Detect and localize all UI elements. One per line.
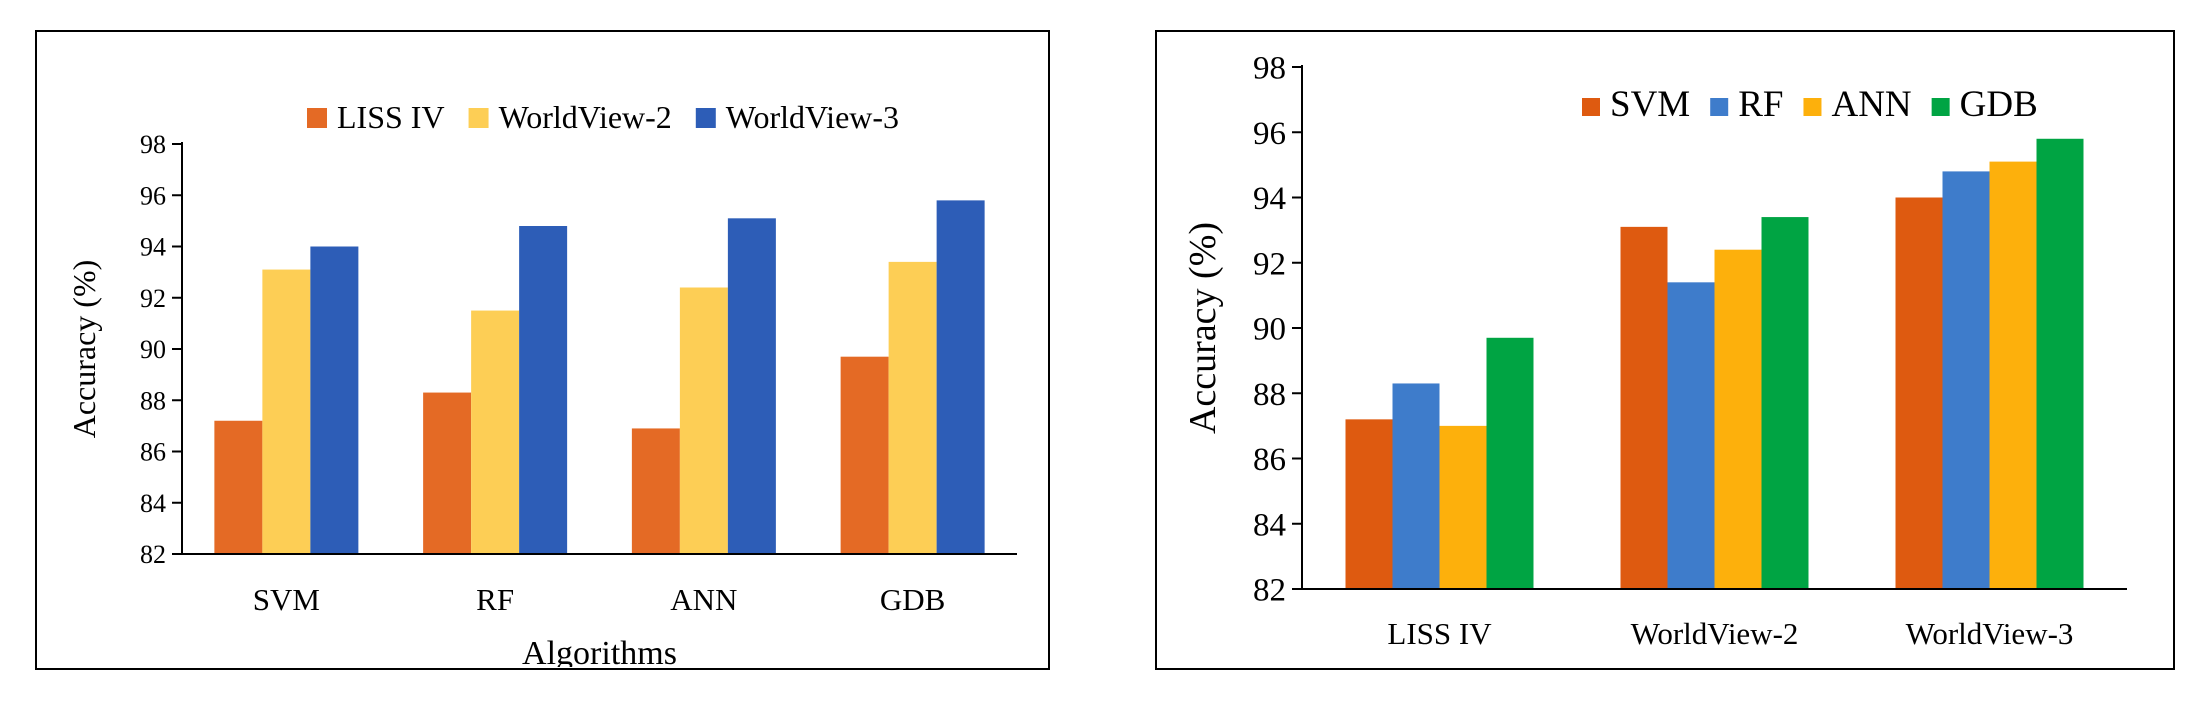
y-tick-label: 92 bbox=[140, 284, 166, 313]
y-tick-label: 94 bbox=[140, 233, 166, 262]
bar-svm-worldview-2 bbox=[1620, 226, 1668, 590]
bar-worldview-2-svm bbox=[262, 269, 311, 554]
x-tick-label: ANN bbox=[670, 582, 737, 617]
legend-label-svm: SVM bbox=[1610, 84, 1690, 125]
bar-ann-worldview-3 bbox=[1989, 161, 2037, 590]
bar-liss-iv-gdb bbox=[840, 356, 889, 554]
x-axis-title: Algorithms bbox=[522, 635, 677, 667]
legend-swatch-gdb bbox=[1931, 98, 1950, 116]
legend: LISS IV WorldView-2 WorldView-3 bbox=[307, 99, 899, 135]
x-tick-label: WorldView-3 bbox=[1906, 616, 2074, 651]
bar-gdb-liss-iv bbox=[1486, 337, 1534, 589]
bar-gdb-worldview-2 bbox=[1761, 217, 1809, 589]
bar-worldview-2-ann bbox=[679, 287, 728, 554]
legend-label-ann: ANN bbox=[1831, 84, 1911, 125]
y-tick-label: 98 bbox=[140, 130, 166, 159]
y-axis-title: Accuracy (%) bbox=[66, 260, 102, 439]
bar-worldview-2-gdb bbox=[888, 261, 937, 554]
legend-label-worldview-2: WorldView-2 bbox=[499, 99, 672, 135]
bar-liss-iv-ann bbox=[631, 428, 680, 554]
y-tick-label: 96 bbox=[140, 181, 166, 210]
chart-panel-left: 82 84 86 88 90 92 94 96 98 SVM RF ANN GDB Accuracy (%… bbox=[35, 30, 1050, 670]
y-tick-label: 82 bbox=[140, 540, 166, 569]
legend: SVM RF ANN GDB bbox=[1582, 84, 2038, 125]
bar-svm-liss-iv bbox=[1345, 419, 1393, 589]
bar-rf-liss-iv bbox=[1392, 383, 1440, 589]
legend-label-liss-iv: LISS IV bbox=[337, 99, 445, 135]
bar-worldview-3-gdb bbox=[936, 200, 985, 554]
x-tick-label: LISS IV bbox=[1387, 616, 1492, 651]
bar-worldview-3-rf bbox=[519, 226, 568, 554]
y-tick-label: 88 bbox=[1253, 377, 1286, 413]
legend-swatch-ann bbox=[1803, 98, 1822, 116]
x-tick-label: SVM bbox=[253, 582, 320, 617]
y-tick-label: 98 bbox=[1253, 51, 1286, 87]
y-tick-label: 84 bbox=[1253, 507, 1286, 543]
bar-liss-iv-svm bbox=[214, 420, 263, 554]
x-tick-label: WorldView-2 bbox=[1631, 616, 1799, 651]
y-tick-label: 86 bbox=[1253, 442, 1286, 478]
y-axis-title: Accuracy (%) bbox=[1182, 222, 1224, 434]
y-tick-label: 92 bbox=[1253, 246, 1286, 282]
legend-label-rf: RF bbox=[1738, 84, 1783, 125]
bar-worldview-3-ann bbox=[727, 218, 776, 554]
y-tick-label: 94 bbox=[1253, 181, 1286, 217]
bar-ann-liss-iv bbox=[1439, 425, 1487, 589]
x-tick-label: RF bbox=[476, 582, 514, 617]
legend-label-gdb: GDB bbox=[1960, 84, 2038, 125]
y-tick-label: 84 bbox=[140, 489, 166, 518]
legend-swatch-liss-iv bbox=[307, 108, 327, 128]
y-tick-label: 86 bbox=[140, 438, 166, 467]
y-tick-label: 82 bbox=[1253, 573, 1286, 609]
x-tick-label: GDB bbox=[880, 582, 945, 617]
legend-swatch-svm bbox=[1582, 98, 1600, 116]
chart-right: 82 84 86 88 90 92 94 96 98 LISS IV WorldView-2 Worl… bbox=[1182, 51, 2127, 651]
bar-svm-worldview-3 bbox=[1895, 197, 1943, 589]
bar-worldview-2-rf bbox=[471, 310, 520, 554]
bar-rf-worldview-2 bbox=[1667, 282, 1715, 589]
bar-rf-worldview-3 bbox=[1942, 171, 1990, 589]
chart-left: 82 84 86 88 90 92 94 96 98 SVM RF ANN GDB Accuracy (%… bbox=[66, 99, 1017, 667]
bar-ann-worldview-2 bbox=[1714, 249, 1762, 589]
bar-liss-iv-rf bbox=[423, 392, 472, 554]
y-tick-label: 90 bbox=[140, 335, 166, 364]
y-tick-label: 88 bbox=[140, 386, 166, 415]
legend-swatch-worldview-3 bbox=[695, 108, 716, 128]
chart-panel-right: 82 84 86 88 90 92 94 96 98 LISS IV WorldView-2 Worl… bbox=[1155, 30, 2175, 670]
bar-gdb-worldview-3 bbox=[2036, 138, 2084, 589]
legend-swatch-rf bbox=[1710, 98, 1729, 116]
legend-swatch-worldview-2 bbox=[468, 108, 489, 128]
legend-label-worldview-3: WorldView-3 bbox=[726, 99, 899, 135]
y-tick-label: 90 bbox=[1253, 312, 1286, 348]
y-tick-label: 96 bbox=[1253, 116, 1286, 152]
bar-worldview-3-svm bbox=[310, 246, 359, 554]
